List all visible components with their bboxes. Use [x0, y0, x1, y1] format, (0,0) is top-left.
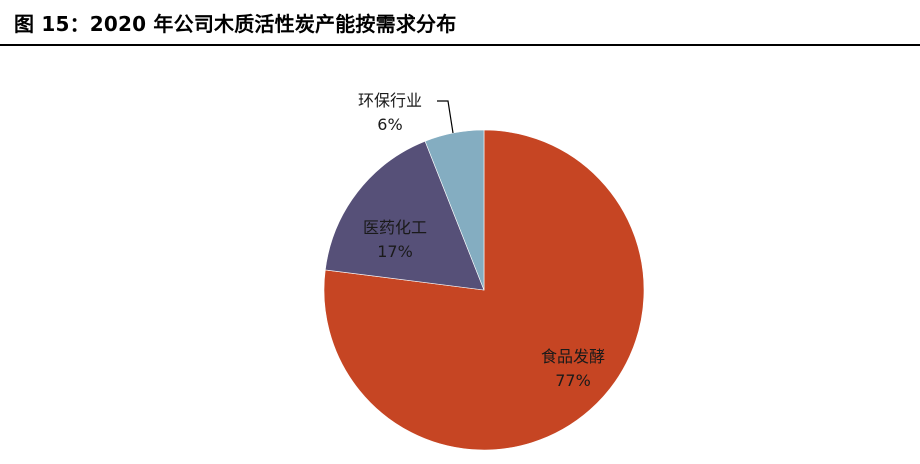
- title-rule: [0, 44, 920, 46]
- slice-name-label: 医药化工: [363, 218, 427, 237]
- leader-line: [437, 100, 454, 134]
- slice-value-label: 6%: [377, 115, 402, 134]
- pie-slices: [323, 129, 645, 451]
- figure-title: 图 15：2020 年公司木质活性炭产能按需求分布: [14, 12, 457, 36]
- pie-slice-2: [324, 140, 485, 291]
- slice-value-label: 77%: [555, 371, 591, 390]
- pie-slice-3: [424, 129, 485, 291]
- slice-name-label: 环保行业: [358, 91, 422, 110]
- slice-value-label: 17%: [377, 242, 413, 261]
- pie-labels: 食品发酵 77% 医药化工 17% 环保行业 6%: [358, 91, 605, 390]
- slice-name-label: 食品发酵: [541, 347, 605, 366]
